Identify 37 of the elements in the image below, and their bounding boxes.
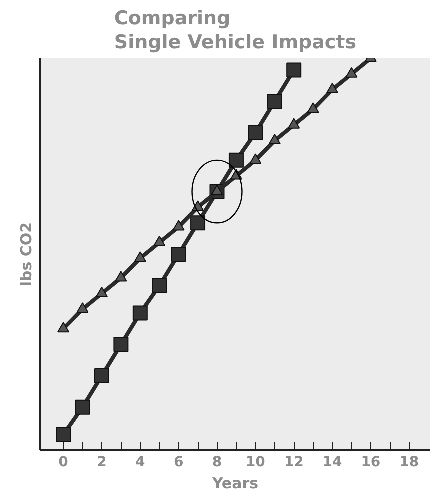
x-tick-label: 8 — [212, 454, 222, 470]
point — [190, 216, 206, 231]
point — [248, 125, 264, 140]
y-axis-title: lbs CO2 — [18, 222, 36, 287]
point — [56, 427, 72, 442]
point — [346, 67, 358, 78]
point — [288, 118, 300, 129]
x-tick-label: 6 — [174, 454, 184, 470]
x-tick-label: 0 — [58, 454, 69, 470]
point — [75, 400, 90, 415]
x-axis-title: Years — [211, 474, 259, 492]
point — [307, 102, 320, 114]
point — [268, 134, 281, 144]
point — [134, 252, 146, 262]
chart-title: Comparing Single Vehicle Impacts — [114, 7, 357, 54]
point — [228, 152, 244, 168]
x-tick-label: 10 — [246, 454, 266, 470]
point — [58, 322, 70, 333]
point — [154, 236, 166, 246]
point — [96, 286, 108, 298]
point — [211, 184, 224, 196]
point — [94, 368, 110, 384]
point — [326, 83, 339, 94]
point — [172, 220, 185, 231]
x-tick-label: 14 — [322, 454, 343, 470]
x-tick-label: 2 — [97, 454, 107, 470]
point — [132, 306, 148, 321]
x-tick-label: 18 — [400, 454, 420, 470]
point — [76, 302, 89, 314]
point — [114, 337, 129, 352]
x-tick-label: 4 — [136, 454, 146, 470]
point — [152, 278, 168, 294]
x-tick-label: 12 — [284, 454, 304, 470]
point — [250, 154, 262, 164]
point — [171, 247, 186, 262]
point — [115, 271, 128, 282]
x-tick-label: 16 — [361, 454, 381, 470]
